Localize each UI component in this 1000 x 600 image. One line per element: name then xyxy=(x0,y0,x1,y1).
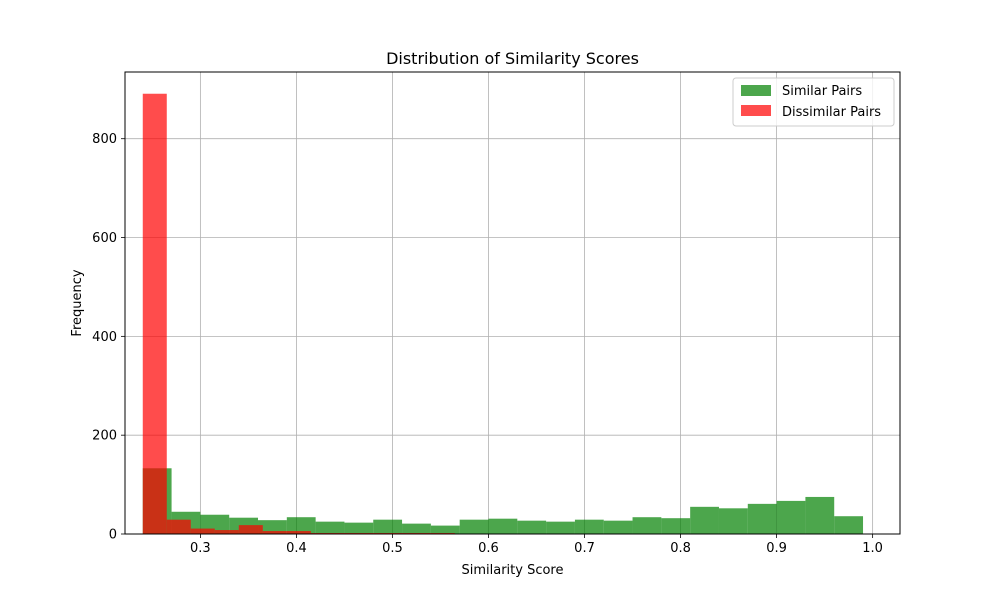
plot-frame xyxy=(124,71,901,535)
x-tick-label-2: 0.5 xyxy=(382,541,403,556)
bar-similar-pairs-12 xyxy=(488,518,518,534)
y-tick-label-0: 0 xyxy=(109,528,117,543)
axis-ticks: 0.3 0.4 0.5 0.6 0.7 0.8 0.9 1.0 0 200 400 600 800 xyxy=(92,132,883,556)
bar-similar-pairs-9 xyxy=(402,523,431,534)
legend-swatch-similar-pairs xyxy=(741,85,771,96)
bar-similar-pairs-15 xyxy=(574,519,604,534)
bar-dissimilar-pairs-0 xyxy=(142,93,167,534)
bar-similar-pairs-20 xyxy=(718,508,748,534)
bar-similar-pairs-18 xyxy=(661,518,691,534)
x-axis-label: Similarity Score xyxy=(461,563,563,578)
bar-similar-pairs-4 xyxy=(258,520,287,534)
bar-similar-pairs-19 xyxy=(690,506,719,534)
y-tick-label-2: 400 xyxy=(92,330,117,345)
legend-label-similar-pairs: Similar Pairs xyxy=(782,84,862,99)
bar-dissimilar-pairs-6 xyxy=(286,531,311,534)
histogram-bars xyxy=(142,93,864,534)
x-tick-label-0: 0.3 xyxy=(190,541,211,556)
x-tick-label-5: 0.8 xyxy=(670,541,691,556)
y-tick-label-4: 800 xyxy=(92,132,117,147)
bar-similar-pairs-17 xyxy=(632,517,662,534)
bar-similar-pairs-8 xyxy=(373,519,403,534)
x-tick-label-6: 0.9 xyxy=(766,541,787,556)
legend: Similar Pairs Dissimilar Pairs xyxy=(732,77,895,127)
bar-similar-pairs-24 xyxy=(834,516,864,534)
y-tick-label-1: 200 xyxy=(92,429,117,444)
bar-dissimilar-pairs-5 xyxy=(262,531,287,534)
x-tick-label-4: 0.7 xyxy=(574,541,595,556)
x-tick-label-7: 1.0 xyxy=(862,541,883,556)
bar-similar-pairs-11 xyxy=(459,519,489,534)
bar-similar-pairs-23 xyxy=(805,496,835,534)
x-tick-label-3: 0.6 xyxy=(478,541,499,556)
bar-similar-pairs-10 xyxy=(430,525,460,534)
bar-similar-pairs-7 xyxy=(344,522,374,534)
bar-similar-pairs-13 xyxy=(517,520,547,534)
bar-dissimilar-pairs-4 xyxy=(238,525,263,534)
bar-similar-pairs-16 xyxy=(603,520,633,534)
series-dissimilar-pairs xyxy=(142,93,575,534)
bar-similar-pairs-14 xyxy=(546,521,575,534)
legend-label-dissimilar-pairs: Dissimilar Pairs xyxy=(782,105,881,120)
bar-similar-pairs-5 xyxy=(286,517,316,534)
bar-similar-pairs-6 xyxy=(315,521,345,534)
legend-swatch-dissimilar-pairs xyxy=(741,105,771,116)
bar-dissimilar-pairs-3 xyxy=(214,530,239,534)
x-tick-label-1: 0.4 xyxy=(286,541,307,556)
bar-similar-pairs-21 xyxy=(747,503,777,534)
bar-dissimilar-pairs-1 xyxy=(166,519,191,534)
y-tick-label-3: 600 xyxy=(92,231,117,246)
y-axis-label: Frequency xyxy=(70,269,85,336)
legend-box xyxy=(732,77,895,127)
chart-title: Distribution of Similarity Scores xyxy=(386,49,639,68)
bar-similar-pairs-22 xyxy=(776,500,806,534)
bar-dissimilar-pairs-2 xyxy=(190,528,215,534)
